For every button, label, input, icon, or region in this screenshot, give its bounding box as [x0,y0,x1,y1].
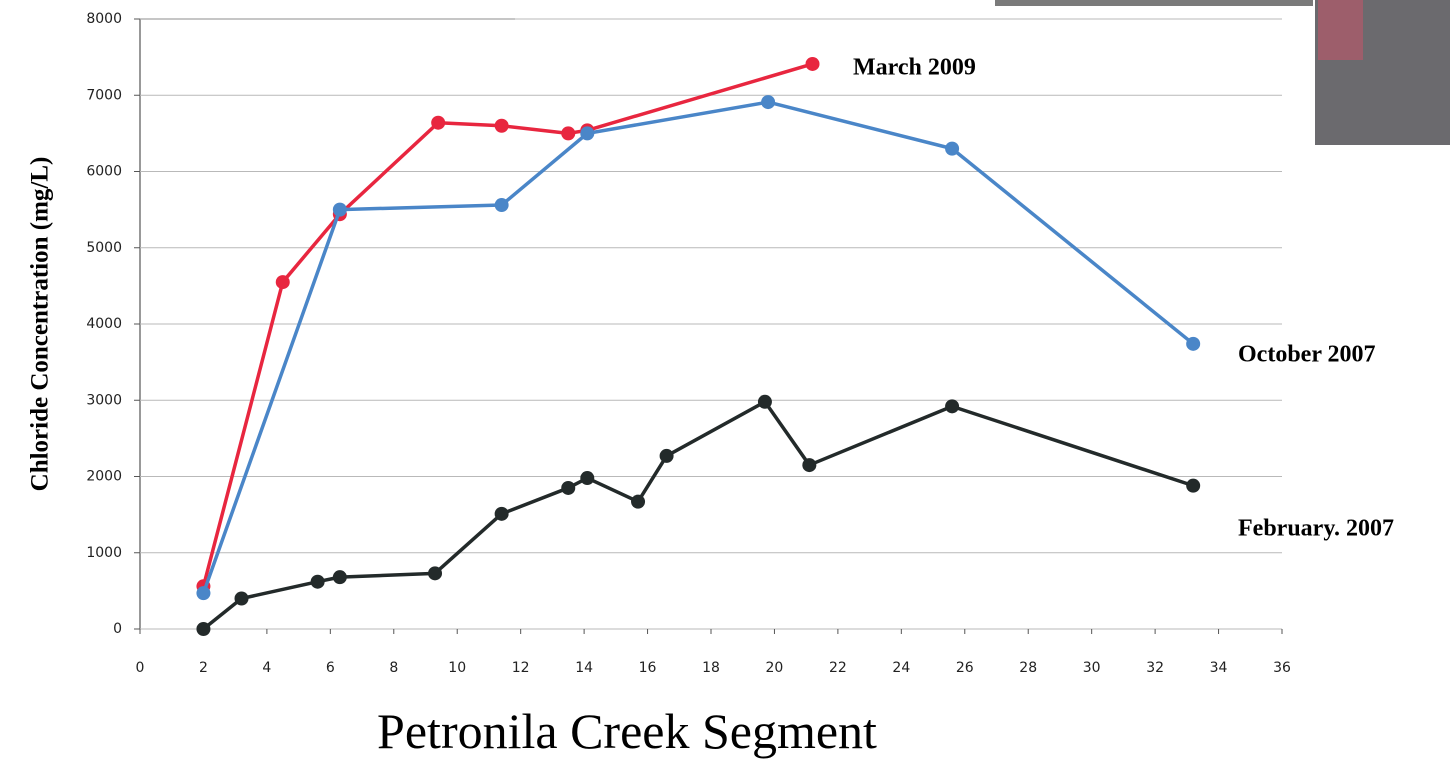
x-tick-label: 26 [956,660,974,676]
data-point [631,495,645,509]
x-tick-label: 6 [326,660,335,676]
y-axis-title: Chloride Concentration (mg/L) [27,157,54,492]
x-tick-label: 28 [1019,660,1037,676]
series-label: February. 2007 [1238,516,1394,542]
photo-strip [995,0,1313,6]
data-point [561,126,575,140]
x-tick-label: 34 [1210,660,1228,676]
data-point [495,198,509,212]
data-point [660,449,674,463]
data-point [333,203,347,217]
data-point [196,586,210,600]
y-tick-label: 8000 [86,11,122,27]
y-tick-label: 4000 [86,316,122,332]
chart: Chloride Concentration (mg/L) Petronila … [0,0,1450,777]
x-axis-title: Petronila Creek Segment [377,703,877,759]
data-point [580,126,594,140]
x-tick-label: 22 [829,660,847,676]
data-point [431,116,445,130]
x-tick-label: 36 [1273,660,1291,676]
x-tick-label: 8 [389,660,398,676]
data-point [495,119,509,133]
series-line [203,64,812,586]
data-point [758,395,772,409]
y-tick-label: 2000 [86,469,122,485]
data-point [333,570,347,584]
data-point [428,566,442,580]
data-point [276,275,290,289]
x-tick-label: 14 [575,660,593,676]
series-line [203,102,1193,593]
x-tick-label: 4 [262,660,271,676]
data-point [802,458,816,472]
y-tick-label: 3000 [86,392,122,408]
y-tick-label: 1000 [86,545,122,561]
data-point [196,622,210,636]
data-point [235,592,249,606]
x-tick-label: 10 [448,660,466,676]
data-point [311,575,325,589]
data-point [806,57,820,71]
y-tick-label: 7000 [86,87,122,103]
x-tick-label: 18 [702,660,720,676]
y-tick-label: 5000 [86,240,122,256]
x-tick-label: 16 [639,660,657,676]
series-label: March 2009 [853,55,976,81]
x-tick-label: 2 [199,660,208,676]
x-tick-label: 0 [136,660,145,676]
data-point [945,142,959,156]
x-tick-label: 24 [892,660,910,676]
data-point [580,471,594,485]
series-line [203,402,1193,629]
data-point [561,481,575,495]
data-point [1186,337,1200,351]
data-point [945,399,959,413]
photo-inset-detail [1318,0,1363,60]
x-tick-label: 32 [1146,660,1164,676]
x-tick-label: 20 [766,660,784,676]
x-tick-label: 12 [512,660,530,676]
y-tick-label: 6000 [86,164,122,180]
data-point [1186,479,1200,493]
data-point [495,507,509,521]
y-tick-label: 0 [113,621,122,637]
x-tick-label: 30 [1083,660,1101,676]
data-point [761,95,775,109]
series-label: October 2007 [1238,342,1376,368]
